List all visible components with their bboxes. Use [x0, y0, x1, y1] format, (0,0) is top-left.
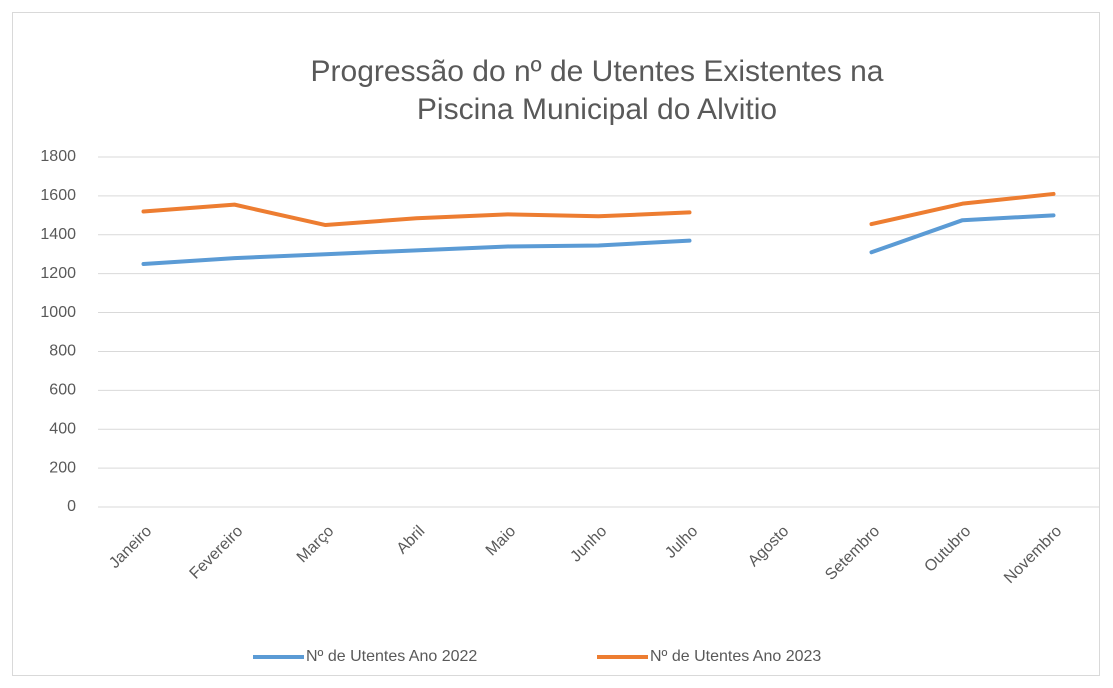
y-tick-label: 1000 — [40, 304, 76, 321]
y-tick-label: 1600 — [40, 187, 76, 204]
chart-title: Piscina Municipal do Alvitio — [417, 93, 777, 126]
y-tick-label: 1400 — [40, 226, 76, 243]
y-tick-label: 1800 — [40, 148, 76, 165]
y-tick-label: 800 — [49, 343, 76, 360]
y-tick-label: 1200 — [40, 265, 76, 282]
y-tick-label: 400 — [49, 420, 76, 437]
y-tick-label: 200 — [49, 459, 76, 476]
legend-label: Nº de Utentes Ano 2022 — [306, 648, 477, 665]
legend-label: Nº de Utentes Ano 2023 — [650, 648, 821, 665]
y-tick-label: 600 — [49, 382, 76, 399]
chart-title: Progressão do nº de Utentes Existentes n… — [311, 55, 884, 88]
series-line — [141, 191, 1056, 228]
y-tick-label: 0 — [67, 498, 76, 515]
chart-border — [12, 12, 1100, 676]
series-line — [141, 213, 1056, 266]
